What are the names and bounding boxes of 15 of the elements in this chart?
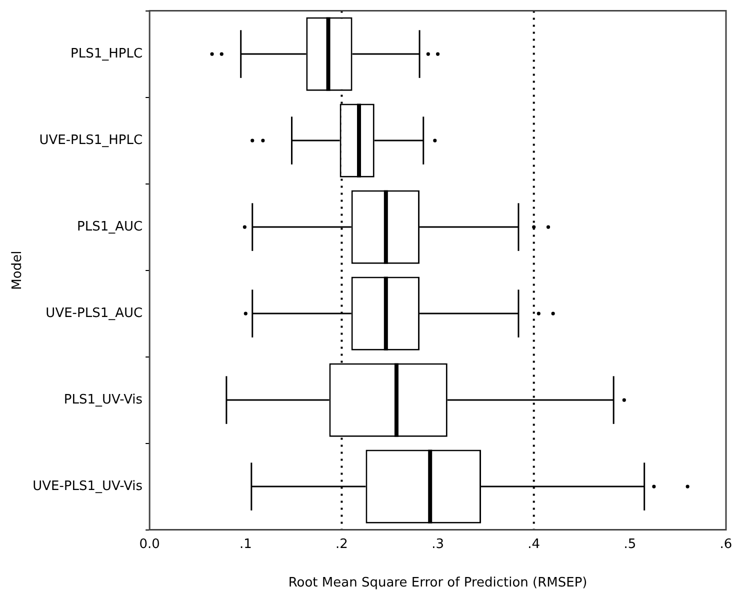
- y-tick-label: UVE-PLS1_UV-Vis: [32, 478, 143, 494]
- x-axis-title: Root Mean Square Error of Prediction (RMSEP): [288, 576, 588, 591]
- x-tick-label: .6: [720, 536, 732, 552]
- y-tick-label: UVE-PLS1_HPLC: [39, 132, 143, 148]
- x-tick-label: 0.0: [139, 536, 160, 552]
- y-tick-label: PLS1_HPLC: [70, 46, 143, 62]
- x-tick-label: .3: [432, 536, 444, 552]
- y-tick-label: UVE-PLS1_AUC: [46, 306, 143, 321]
- x-tick-label: .5: [624, 536, 636, 552]
- x-tick-label: .1: [239, 536, 252, 552]
- x-tick-label: .2: [336, 536, 348, 552]
- y-tick-label: PLS1_UV-Vis: [64, 392, 143, 408]
- y-tick-label: PLS1_AUC: [76, 219, 143, 234]
- y-axis-title: Model: [10, 250, 26, 290]
- x-tick-label: .4: [528, 536, 540, 552]
